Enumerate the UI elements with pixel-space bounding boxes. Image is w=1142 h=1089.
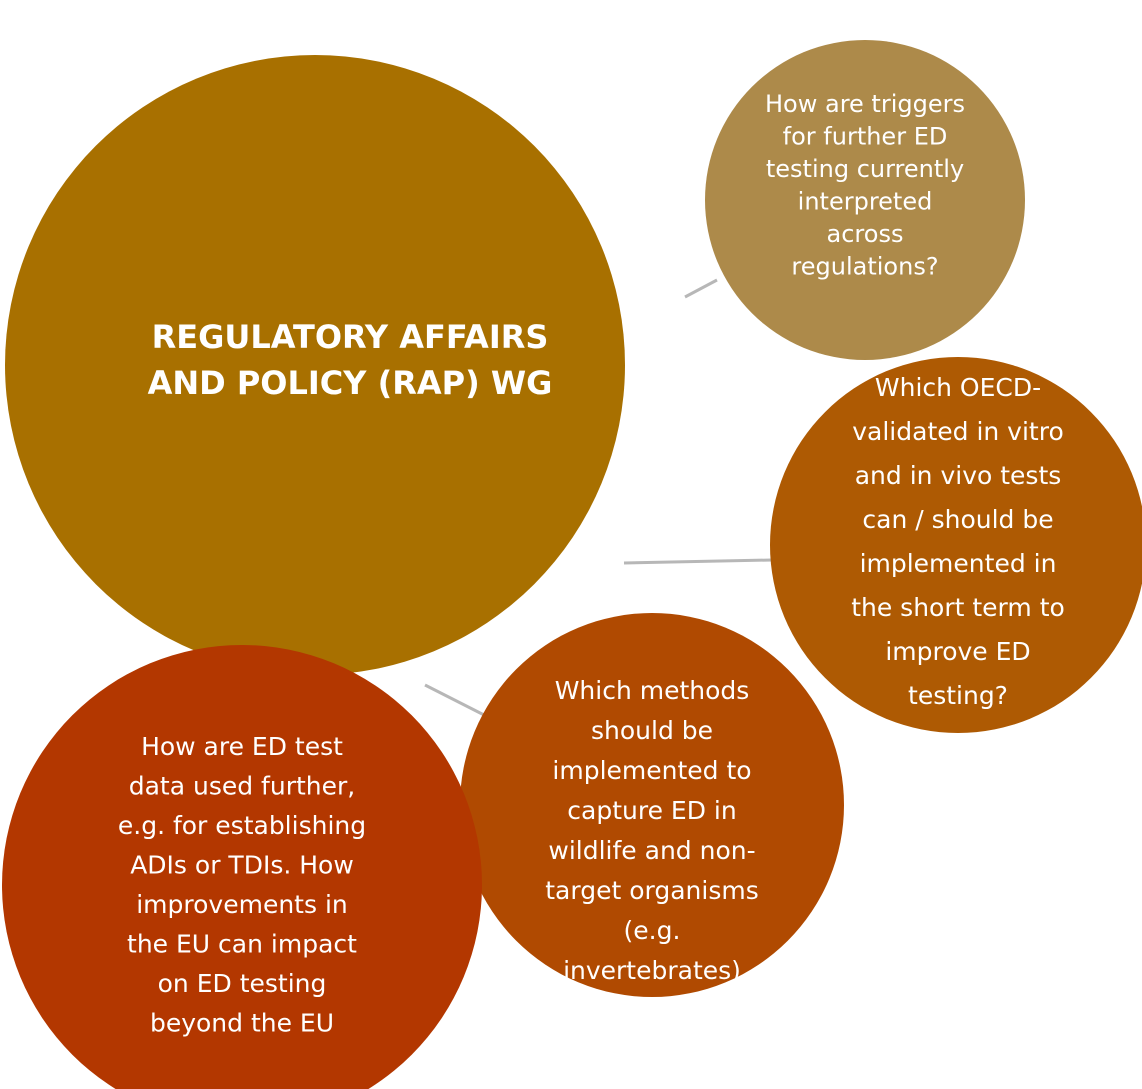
label-line: testing currently <box>766 155 964 183</box>
label-line: interpreted <box>798 187 933 215</box>
label-line: target organisms <box>545 876 758 905</box>
label-line: implemented in <box>860 549 1057 578</box>
node-circle <box>460 613 844 997</box>
label-line: can / should be <box>862 505 1053 534</box>
label-line: Which OECD- <box>875 373 1041 402</box>
label-line: and in vivo tests <box>855 461 1062 490</box>
label-line: (e.g. <box>624 916 681 945</box>
label-line: validated in vitro <box>852 417 1064 446</box>
label-line: Which methods <box>555 676 750 705</box>
label-line: wildlife and non- <box>548 836 755 865</box>
connector <box>684 278 718 299</box>
label-line: capture ED in <box>567 796 736 825</box>
label-line: e.g. for establishing <box>118 811 366 840</box>
label-line: regulations? <box>791 252 938 280</box>
label-line: data used further, <box>129 771 356 800</box>
label-line: ADIs or TDIs. How <box>130 850 354 879</box>
node-circle <box>705 40 1025 360</box>
label-line: for further ED <box>783 122 948 150</box>
label-line: AND POLICY (RAP) WG <box>148 364 553 402</box>
node-circle <box>2 645 482 1089</box>
label-line: the EU can impact <box>127 929 357 958</box>
label-line: across <box>827 220 904 248</box>
label-line: How are ED test <box>141 732 343 761</box>
label-line: REGULATORY AFFAIRS <box>152 318 549 356</box>
main-circle <box>5 55 625 675</box>
label-line: How are triggers <box>765 90 965 118</box>
label-line: the short term to <box>851 593 1065 622</box>
label-line: implemented to <box>552 756 751 785</box>
label-line: improve ED <box>885 637 1030 666</box>
label-line: on ED testing <box>158 969 327 998</box>
label-line: beyond the EU <box>150 1008 334 1037</box>
node-circle <box>770 357 1142 733</box>
label-line: should be <box>591 716 713 745</box>
label-line: improvements in <box>136 890 348 919</box>
label-line: invertebrates) <box>563 956 741 985</box>
connector <box>424 683 491 720</box>
connector <box>623 558 773 565</box>
label-line: testing? <box>908 681 1008 710</box>
